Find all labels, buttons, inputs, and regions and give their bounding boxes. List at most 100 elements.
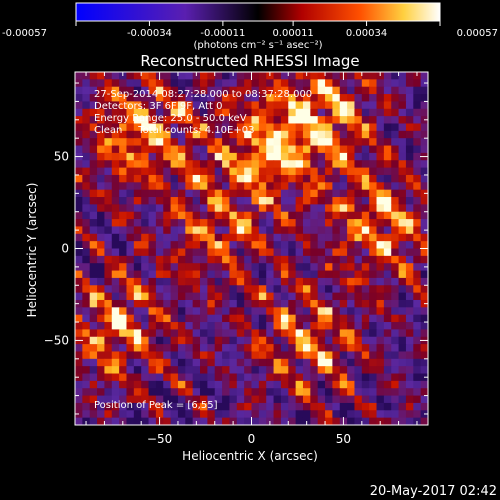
heatmap-cell	[170, 344, 179, 353]
heatmap-cell	[325, 410, 333, 419]
heatmap-cell	[383, 182, 392, 191]
heatmap-cell	[266, 248, 275, 257]
heatmap-cell	[317, 167, 326, 176]
heatmap-cell	[163, 94, 172, 103]
heatmap-cell	[288, 336, 297, 345]
heatmap-cell	[133, 395, 142, 404]
heatmap-cell	[185, 307, 194, 316]
heatmap-cell	[251, 248, 260, 257]
heatmap-cell	[310, 255, 319, 264]
heatmap-cell	[207, 402, 216, 411]
heatmap-cell	[244, 197, 253, 205]
heatmap-cell	[82, 329, 91, 338]
heatmap-cell	[376, 108, 385, 117]
heatmap-cell	[413, 189, 422, 198]
heatmap-cell	[75, 366, 83, 375]
heatmap-cell	[258, 241, 267, 250]
heatmap-cell	[383, 373, 392, 382]
heatmap-cell	[383, 344, 392, 353]
heatmap-cell	[163, 182, 172, 191]
heatmap-cell	[273, 130, 282, 139]
heatmap-cell	[207, 329, 216, 338]
heatmap-cell	[229, 351, 238, 360]
heatmap-cell	[288, 299, 297, 308]
heatmap-cell	[295, 410, 304, 419]
heatmap-cell	[119, 402, 128, 411]
heatmap-cell	[280, 182, 289, 191]
heatmap-cell	[148, 248, 157, 257]
heatmap-cell	[163, 211, 172, 220]
heatmap-cell	[236, 138, 245, 147]
heatmap-cell	[82, 130, 91, 139]
heatmap-cell	[200, 204, 208, 213]
heatmap-cell	[258, 152, 267, 161]
heatmap-cell	[317, 152, 326, 161]
heatmap-cell	[295, 270, 304, 279]
heatmap-cell	[170, 322, 179, 330]
heatmap-cell	[148, 108, 157, 117]
heatmap-cell	[280, 322, 289, 330]
heatmap-cell	[185, 116, 194, 125]
heatmap-cell	[391, 182, 400, 191]
heatmap-cell	[310, 204, 319, 213]
heatmap-cell	[339, 152, 348, 161]
heatmap-cell	[222, 248, 231, 257]
heatmap-cell	[383, 292, 392, 301]
heatmap-cell	[332, 138, 341, 147]
heatmap-cell	[192, 94, 201, 103]
heatmap-cell	[192, 263, 201, 272]
heatmap-cell	[398, 344, 407, 353]
heatmap-cell	[185, 285, 194, 294]
heatmap-cell	[383, 263, 392, 272]
heatmap-cell	[420, 255, 428, 264]
heatmap-cell	[332, 285, 341, 294]
heatmap-cell	[361, 351, 370, 360]
heatmap-cell	[361, 322, 370, 330]
heatmap-cell	[413, 314, 422, 323]
heatmap-cell	[376, 351, 385, 360]
heatmap-cell	[413, 197, 422, 205]
heatmap-cell	[207, 211, 216, 220]
heatmap-cell	[332, 130, 341, 139]
heatmap-cell	[413, 380, 422, 389]
heatmap-cell	[163, 307, 172, 316]
heatmap-cell	[126, 152, 135, 161]
heatmap-cell	[214, 329, 223, 338]
heatmap-cell	[163, 145, 172, 154]
heatmap-cell	[148, 366, 157, 375]
heatmap-cell	[361, 277, 370, 286]
heatmap-cell	[89, 366, 98, 375]
heatmap-cell	[258, 344, 267, 353]
heatmap-cell	[244, 277, 253, 286]
heatmap-cell	[280, 123, 289, 132]
heatmap-cell	[141, 174, 150, 183]
heatmap-cell	[383, 366, 392, 375]
heatmap-cell	[119, 336, 128, 345]
heatmap-cell	[148, 130, 157, 139]
heatmap-cell	[185, 241, 194, 250]
heatmap-cell	[104, 219, 113, 228]
heatmap-cell	[295, 160, 304, 169]
heatmap-cell	[339, 366, 348, 375]
heatmap-cell	[288, 255, 297, 264]
heatmap-cell	[89, 314, 98, 323]
heatmap-cell	[141, 197, 150, 205]
heatmap-cell	[155, 130, 164, 139]
heatmap-cell	[369, 130, 378, 139]
heatmap-cell	[413, 329, 422, 338]
heatmap-cell	[214, 182, 223, 191]
heatmap-cell	[229, 226, 238, 235]
heatmap-cell	[177, 351, 186, 360]
heatmap-cell	[200, 152, 208, 161]
heatmap-cell	[266, 123, 275, 132]
heatmap-cell	[273, 174, 282, 183]
heatmap-cell	[207, 277, 216, 286]
heatmap-cell	[155, 255, 164, 264]
heatmap-cell	[391, 285, 400, 294]
heatmap-cell	[82, 241, 91, 250]
heatmap-cell	[97, 211, 106, 220]
heatmap-cell	[376, 314, 385, 323]
heatmap-cell	[302, 395, 311, 404]
heatmap-cell	[82, 307, 91, 316]
heatmap-cell	[104, 167, 113, 176]
